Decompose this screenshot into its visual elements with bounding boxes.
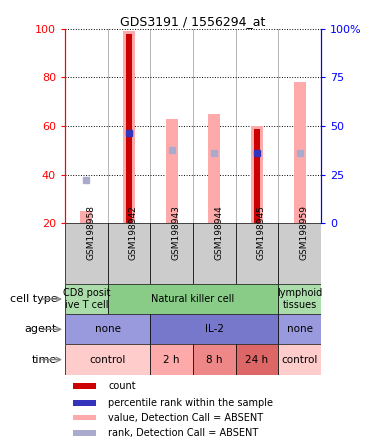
Text: none: none bbox=[95, 324, 121, 334]
Bar bbox=[254, 129, 260, 223]
Bar bbox=[126, 34, 132, 223]
Text: control: control bbox=[89, 355, 126, 365]
Bar bbox=[150, 314, 278, 345]
Bar bbox=[251, 126, 263, 223]
Bar bbox=[123, 31, 135, 223]
Bar bbox=[293, 82, 306, 223]
Text: GSM198944: GSM198944 bbox=[214, 205, 223, 260]
Bar bbox=[65, 345, 150, 375]
Bar bbox=[150, 345, 193, 375]
Bar bbox=[165, 119, 178, 223]
Text: 24 h: 24 h bbox=[245, 355, 269, 365]
Text: GSM198943: GSM198943 bbox=[171, 205, 181, 260]
Bar bbox=[278, 314, 321, 345]
Bar bbox=[278, 284, 321, 314]
Text: 2 h: 2 h bbox=[163, 355, 180, 365]
Text: GSM198959: GSM198959 bbox=[300, 205, 309, 260]
Text: none: none bbox=[286, 324, 313, 334]
Text: GSM198942: GSM198942 bbox=[129, 205, 138, 260]
Bar bbox=[208, 114, 220, 223]
Text: cell type: cell type bbox=[10, 294, 57, 304]
Text: lymphoid
tissues: lymphoid tissues bbox=[277, 288, 322, 310]
Bar bbox=[73, 384, 96, 389]
Bar bbox=[65, 223, 108, 284]
Bar bbox=[73, 430, 96, 436]
Bar bbox=[278, 223, 321, 284]
Bar bbox=[278, 345, 321, 375]
Text: percentile rank within the sample: percentile rank within the sample bbox=[108, 397, 273, 408]
Bar bbox=[65, 314, 150, 345]
Bar bbox=[108, 284, 278, 314]
Bar bbox=[73, 415, 96, 420]
Text: GSM198945: GSM198945 bbox=[257, 205, 266, 260]
Bar bbox=[236, 223, 278, 284]
Bar bbox=[73, 400, 96, 405]
Text: time: time bbox=[32, 355, 57, 365]
Bar bbox=[150, 223, 193, 284]
Text: 8 h: 8 h bbox=[206, 355, 223, 365]
Bar bbox=[193, 223, 236, 284]
Text: value, Detection Call = ABSENT: value, Detection Call = ABSENT bbox=[108, 412, 263, 423]
Bar bbox=[236, 345, 278, 375]
Text: CD8 posit
ive T cell: CD8 posit ive T cell bbox=[62, 288, 110, 310]
Title: GDS3191 / 1556294_at: GDS3191 / 1556294_at bbox=[120, 15, 266, 28]
Bar bbox=[65, 284, 108, 314]
Text: agent: agent bbox=[25, 324, 57, 334]
Text: GSM198958: GSM198958 bbox=[86, 205, 95, 260]
Bar bbox=[80, 211, 92, 223]
Text: rank, Detection Call = ABSENT: rank, Detection Call = ABSENT bbox=[108, 428, 259, 438]
Text: Natural killer cell: Natural killer cell bbox=[151, 294, 234, 304]
Bar bbox=[193, 345, 236, 375]
Text: IL-2: IL-2 bbox=[205, 324, 224, 334]
Bar bbox=[108, 223, 150, 284]
Text: count: count bbox=[108, 381, 136, 391]
Text: control: control bbox=[281, 355, 318, 365]
